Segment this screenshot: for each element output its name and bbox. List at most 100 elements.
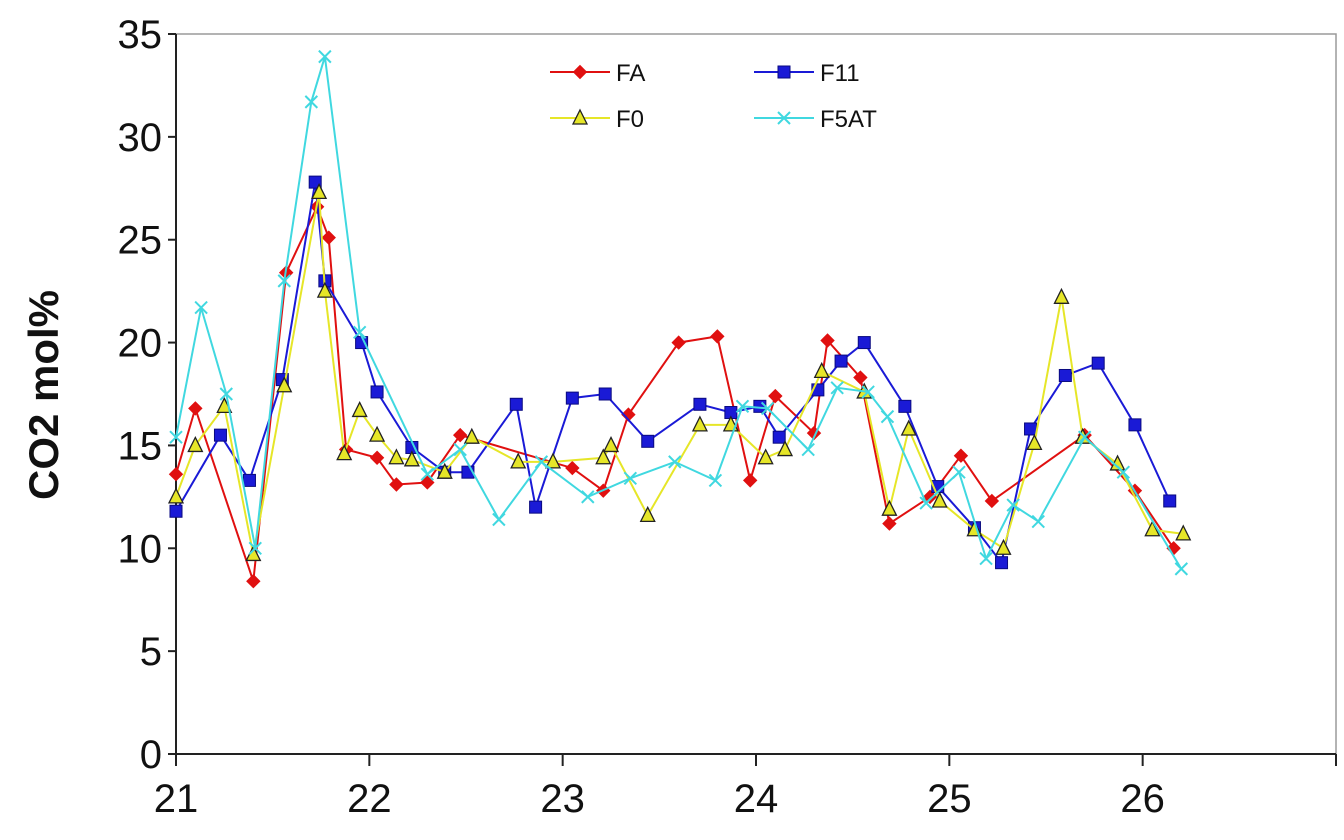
series-layer: [167, 49, 1192, 589]
x-marker-stroke: [1077, 430, 1092, 444]
data-point-f0: [316, 281, 333, 298]
data-point-f5at: [194, 300, 208, 315]
legend-entry-f5at: F5AT: [754, 106, 877, 133]
x-marker-stroke: [219, 387, 233, 401]
x-marker-stroke: [492, 512, 506, 527]
x-marker-stroke: [979, 551, 993, 566]
data-point-f5at: [277, 274, 291, 288]
data-point-f5at: [352, 325, 367, 339]
x-tick-label: 24: [734, 777, 779, 821]
data-point-f5at: [1174, 562, 1189, 576]
data-point-f11: [242, 473, 256, 487]
legend-marker: [777, 111, 791, 125]
data-point-f11: [529, 500, 543, 514]
plot-area: [175, 33, 1337, 755]
series-line-fa: [175, 204, 1175, 582]
x-marker-stroke: [304, 95, 319, 109]
data-point-f0: [463, 427, 480, 444]
data-point-f5at: [1031, 514, 1045, 529]
data-point-f0: [931, 491, 948, 508]
data-point-f0: [881, 499, 898, 516]
x-marker-stroke: [534, 455, 549, 469]
x-marker-stroke: [880, 409, 895, 424]
data-point-f0: [167, 487, 185, 504]
data-point-f0: [510, 452, 527, 469]
data-point-f5at: [735, 399, 750, 414]
data-point-f5at: [248, 541, 262, 555]
data-point-f0: [995, 538, 1012, 555]
data-point-fa: [389, 477, 404, 492]
y-axis-title: CO2 mol%: [20, 290, 67, 500]
x-marker-stroke: [194, 300, 208, 315]
x-marker-stroke: [1006, 498, 1020, 512]
x-marker-stroke: [801, 442, 815, 457]
data-point-fa: [742, 473, 758, 488]
data-point-f0: [388, 448, 405, 465]
data-point-f5at: [801, 442, 815, 457]
y-tick-label: 15: [118, 424, 163, 468]
data-point-f0: [1026, 433, 1043, 451]
x-marker-stroke: [760, 401, 775, 416]
data-point-f5at: [304, 95, 319, 109]
series-line-f5at: [175, 56, 1183, 570]
y-tick-label: 20: [118, 322, 163, 366]
data-point-f0: [900, 419, 917, 436]
data-point-f0: [1053, 287, 1070, 304]
data-point-f0: [369, 425, 386, 442]
data-point-f5at: [1006, 498, 1020, 512]
x-marker-stroke: [420, 467, 435, 481]
legend-marker: [777, 65, 791, 79]
data-point-f0: [813, 361, 830, 379]
legend-marker: [571, 108, 589, 125]
data-point-f0: [757, 448, 774, 465]
x-tick-label: 22: [347, 777, 392, 821]
legend-label: FA: [616, 60, 645, 87]
data-point-f5at: [492, 512, 506, 527]
x-marker-stroke: [248, 541, 262, 555]
y-tick-label: 35: [118, 13, 163, 57]
data-point-f11: [834, 354, 848, 368]
data-point-f5at: [581, 490, 595, 504]
data-point-f11: [1024, 422, 1038, 436]
data-point-f5at: [623, 471, 638, 486]
y-tick-label: 10: [118, 527, 163, 571]
data-point-f5at: [830, 381, 844, 395]
data-point-f5at: [880, 409, 895, 424]
x-marker-stroke: [861, 385, 875, 399]
data-point-f5at: [534, 455, 549, 469]
data-point-f5at: [760, 401, 775, 416]
data-point-f11: [693, 397, 707, 411]
data-point-f0: [776, 440, 794, 457]
data-point-f11: [169, 504, 183, 518]
data-point-f11: [598, 387, 612, 401]
x-marker-stroke: [623, 471, 638, 486]
data-point-f11: [857, 336, 871, 350]
x-marker-stroke: [777, 111, 791, 125]
x-marker-stroke: [919, 496, 933, 510]
data-point-f0: [595, 448, 612, 465]
data-point-fa: [820, 333, 835, 348]
data-point-f5at: [318, 49, 332, 64]
data-point-f5at: [219, 387, 233, 401]
x-marker-stroke: [352, 325, 367, 339]
x-marker-stroke: [169, 430, 183, 444]
x-marker-stroke: [581, 490, 595, 504]
x-marker-stroke: [708, 473, 723, 488]
data-point-f11: [1128, 418, 1142, 432]
data-point-f0: [1175, 524, 1192, 541]
data-point-f5at: [1116, 465, 1131, 479]
data-point-f11: [509, 397, 523, 411]
y-tick-label: 30: [118, 116, 163, 160]
series-f5at: [169, 49, 1189, 576]
data-point-fa: [168, 467, 184, 482]
data-point-f5at: [979, 551, 993, 566]
legend-marker: [572, 64, 588, 80]
data-point-fa: [853, 370, 868, 385]
data-point-fa: [984, 493, 1000, 509]
x-marker-stroke: [1031, 514, 1045, 529]
data-point-f0: [602, 435, 620, 453]
data-point-f11: [898, 399, 912, 413]
x-axis: 21 22 23 24 25 26: [154, 753, 1337, 821]
data-point-fa: [369, 450, 385, 465]
